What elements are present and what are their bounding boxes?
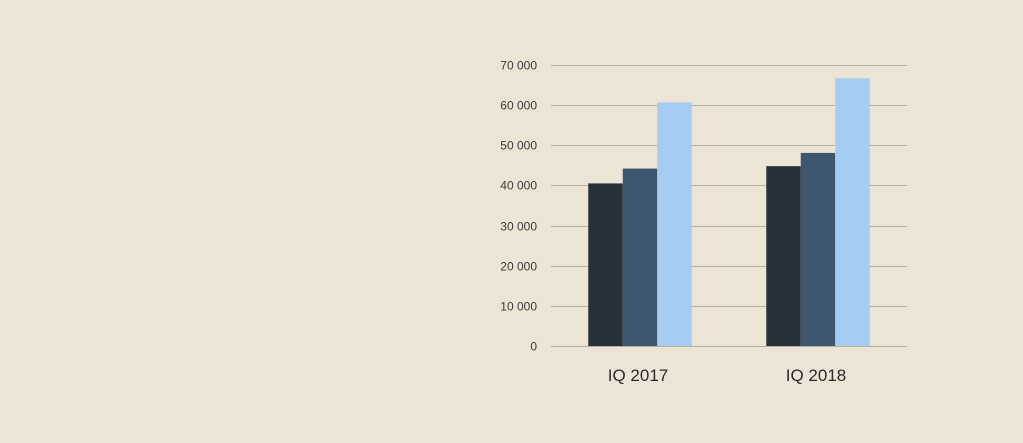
- x-category-label: IQ 2017: [608, 366, 669, 385]
- bar-2-2: [800, 152, 836, 346]
- y-tick-label: 30 000: [500, 220, 537, 234]
- y-tick-label: 70 000: [500, 59, 537, 73]
- y-axis-tick-labels: 0 10 000 20 000 30 000 40 000 50 000 60 000 70 …: [500, 59, 537, 354]
- y-tick-label: 0: [530, 340, 537, 354]
- y-tick-label: 50 000: [500, 139, 537, 153]
- y-tick-label: 40 000: [500, 179, 537, 193]
- bar-1-2: [766, 166, 801, 346]
- y-tick-label: 10 000: [500, 300, 537, 314]
- x-category-label: IQ 2018: [786, 366, 847, 385]
- y-tick-label: 20 000: [500, 260, 537, 274]
- y-tick-label: 60 000: [500, 99, 537, 113]
- bar-1-1: [588, 183, 623, 346]
- x-axis-category-labels: IQ 2017 IQ 2018: [608, 366, 847, 385]
- bar-3-2: [835, 78, 870, 347]
- bar-3-1: [657, 102, 692, 346]
- bar-2-1: [622, 168, 658, 346]
- bars: [588, 78, 870, 347]
